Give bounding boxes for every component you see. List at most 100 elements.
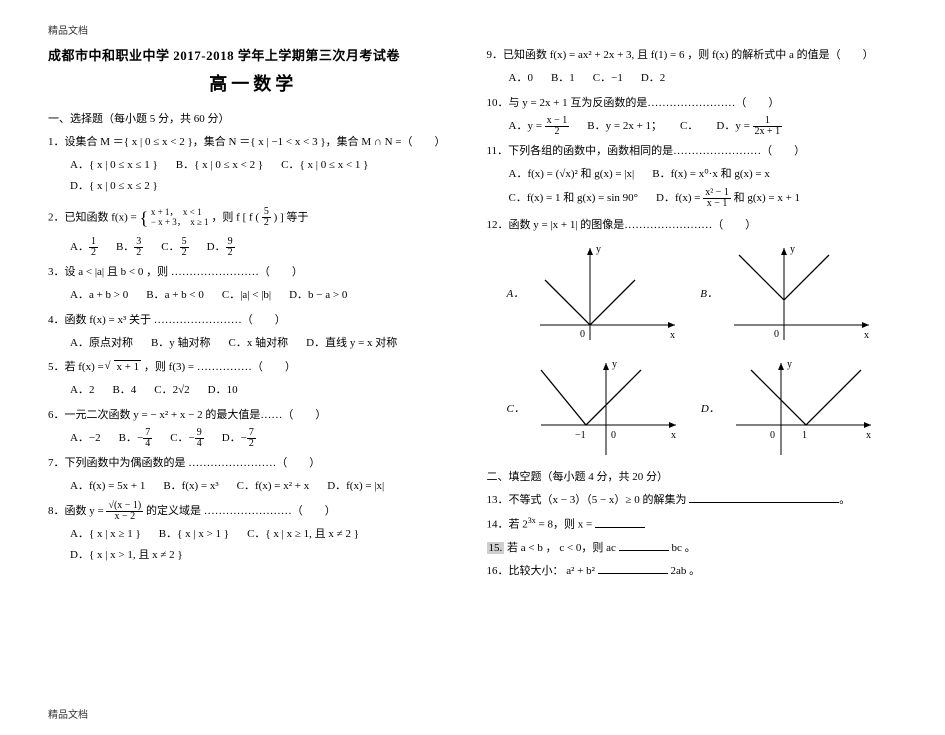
q9-opt-c: C．−1 (593, 68, 623, 89)
q8-opt-a: A．{ x | x ≥ 1 } (70, 524, 141, 545)
q11-opt-d: D．f(x) = x² − 1x − 1 和 g(x) = x + 1 (656, 188, 800, 209)
q14-b: = 8，则 x = (536, 519, 592, 531)
question-16: 16．比较大小： a² + b² 2ab 。 (487, 561, 898, 582)
question-2: 2．已知函数 f(x) = { x + 1， x < 1 − x + 3， x … (48, 201, 459, 235)
q8-stem-a: 8．函数 y = (48, 505, 106, 517)
svg-text:x: x (866, 430, 871, 441)
question-7: 7．下列函数中为偶函数的是 ……………………（ ） (48, 453, 459, 474)
q11-options: A．f(x) = (√x)² 和 g(x) = |x| B．f(x) = x⁰·… (487, 164, 898, 185)
svg-text:y: y (596, 244, 601, 255)
q2-opt-c: C．52 (161, 237, 188, 258)
q2-opt-d: D．92 (207, 237, 235, 258)
question-12: 12．函数 y = |x + 1| 的图像是……………………（ ） (487, 215, 898, 236)
q15-badge: 15. (487, 542, 505, 554)
q12-label-b: B． (700, 285, 718, 301)
q2-case2: − x + 3， x ≥ 1 (151, 218, 209, 228)
q6-b-pre: B．− (119, 432, 144, 444)
q12-graph-a: A． y x 0 (507, 240, 681, 345)
q6-d-d: 2 (247, 439, 256, 449)
q2-stem-b: ，则 f [ f ( (211, 211, 261, 223)
q8-opt-c: C．{ x | x ≥ 1, 且 x ≠ 2 } (247, 524, 359, 545)
question-1: 1．设集合 M ＝{ x | 0 ≤ x < 2 }，集合 N ＝{ x | −… (48, 132, 459, 153)
exam-subtitle: 高一数学 (48, 70, 459, 96)
svg-text:x: x (864, 330, 869, 341)
q10-d-d: 2x + 1 (753, 127, 783, 137)
q6-c-d: 4 (195, 439, 204, 449)
q9-options: A．0 B．1 C．−1 D．2 (487, 68, 898, 89)
q2-stem-c: ) ] 等于 (274, 211, 309, 223)
q11-opt-b: B．f(x) = x⁰·x 和 g(x) = x (652, 164, 770, 185)
q12-graph-d: D． y x 1 0 (701, 355, 876, 460)
q6-opt-c: C．−94 (170, 428, 204, 449)
q15-a: 若 a < b ， c < 0，则 ac (507, 542, 619, 554)
right-column: 9．已知函数 f(x) = ax² + 2x + 3, 且 f(1) = 6 ，… (487, 45, 898, 584)
q5-options: A．2 B．4 C．2√2 D．10 (48, 380, 459, 401)
q15-blank (619, 540, 669, 551)
question-6: 6．一元二次函数 y = − x² + x − 2 的最大值是……（ ） (48, 405, 459, 426)
graph-d-svg: y x 1 0 (726, 355, 876, 460)
svg-text:−1: −1 (575, 430, 586, 441)
q1-opt-b: B．{ x | 0 ≤ x < 2 } (176, 155, 263, 176)
exam-header: 成都市中和职业中学 2017-2018 学年上学期第三次月考试卷 (48, 45, 459, 64)
svg-text:0: 0 (611, 430, 616, 441)
question-4: 4．函数 f(x) = x³ 关于 ……………………（ ） (48, 310, 459, 331)
q9-opt-d: D．2 (641, 68, 665, 89)
q11-d-d: x − 1 (703, 199, 731, 209)
q6-opt-d: D．−72 (222, 428, 256, 449)
svg-text:0: 0 (770, 430, 775, 441)
q5-stem-b: ，则 f(3) = ……………（ ） (144, 361, 296, 373)
q2-options: A．12 B．32 C．52 D．92 (48, 237, 459, 258)
q2-c-d: 2 (180, 248, 189, 258)
q11-opt-c: C．f(x) = 1 和 g(x) = sin 90° (509, 188, 639, 209)
question-9: 9．已知函数 f(x) = ax² + 2x + 3, 且 f(1) = 6 ，… (487, 45, 898, 66)
graph-a-svg: y x 0 (530, 240, 680, 345)
q2-b-d: 2 (134, 248, 143, 258)
q6-options: A．−2 B．−74 C．−94 D．−72 (48, 428, 459, 449)
q2-stem-a: 2．已知函数 f(x) = (48, 211, 139, 223)
q12-label-d: D． (701, 400, 720, 416)
q11-options-2: C．f(x) = 1 和 g(x) = sin 90° D．f(x) = x² … (487, 188, 898, 209)
q13-blank (689, 492, 839, 503)
q6-opt-a: A．−2 (70, 428, 101, 449)
q11-d-post: 和 g(x) = x + 1 (731, 192, 800, 204)
q6-d-pre: D．− (222, 432, 247, 444)
two-column-layout: 成都市中和职业中学 2017-2018 学年上学期第三次月考试卷 高一数学 一、… (48, 45, 897, 584)
q6-opt-b: B．−74 (119, 428, 153, 449)
q10-opt-a: A．y = x − 12 (509, 116, 570, 137)
q12-graph-b: B． y x 0 (700, 240, 874, 345)
q10-a-d: 2 (545, 127, 570, 137)
q13-text: 13．不等式（x − 3）（5 − x）≥ 0 的解集为 (487, 494, 687, 506)
q12-graph-c: C． y x −1 0 (507, 355, 681, 460)
q6-b-d: 4 (143, 439, 152, 449)
q7-options: A．f(x) = 5x + 1 B．f(x) = x³ C．f(x) = x² … (48, 476, 459, 497)
question-11: 11．下列各组的函数中，函数相同的是……………………（ ） (487, 141, 898, 162)
q1-opt-a: A．{ x | 0 ≤ x ≤ 1 } (70, 155, 158, 176)
q4-opt-d: D．直线 y = x 对称 (306, 333, 397, 354)
q5-opt-a: A．2 (70, 380, 94, 401)
q2-a-d: 2 (89, 248, 98, 258)
q3-opt-a: A．a + b > 0 (70, 285, 128, 306)
question-10: 10．与 y = 2x + 1 互为反函数的是……………………（ ） (487, 93, 898, 114)
q10-opt-b: B．y = 2x + 1； (587, 116, 662, 137)
q8-stem-b: 的定义域是 ……………………（ ） (146, 505, 336, 517)
q1-opt-c: C．{ x | 0 ≤ x < 1 } (281, 155, 368, 176)
q3-opt-c: C．|a| < |b| (222, 285, 271, 306)
watermark-bottom: 精品文档 (48, 706, 88, 721)
q2-d-d: 2 (226, 248, 235, 258)
q8-opt-b: B．{ x | x > 1 } (159, 524, 229, 545)
q12-label-c: C． (507, 400, 525, 416)
q16-b: 2ab 。 (670, 565, 700, 577)
q12-label-a: A． (507, 285, 525, 301)
question-15: 15. 若 a < b ， c < 0，则 ac bc 。 (487, 538, 898, 559)
svg-text:y: y (612, 359, 617, 370)
q3-opt-b: B．a + b < 0 (146, 285, 204, 306)
q5-opt-d: D．10 (208, 380, 238, 401)
q9-opt-b: B．1 (551, 68, 575, 89)
q8-den: x − 2 (106, 512, 143, 522)
q10-opt-c: C． (680, 116, 698, 137)
q2-arg-d: 2 (262, 218, 271, 228)
section-1-heading: 一、选择题（每小题 5 分，共 60 分） (48, 110, 459, 126)
q8-opt-d: D．{ x | x > 1, 且 x ≠ 2 } (70, 545, 183, 566)
question-13: 13．不等式（x − 3）（5 − x）≥ 0 的解集为 。 (487, 490, 898, 511)
left-column: 成都市中和职业中学 2017-2018 学年上学期第三次月考试卷 高一数学 一、… (48, 45, 459, 584)
